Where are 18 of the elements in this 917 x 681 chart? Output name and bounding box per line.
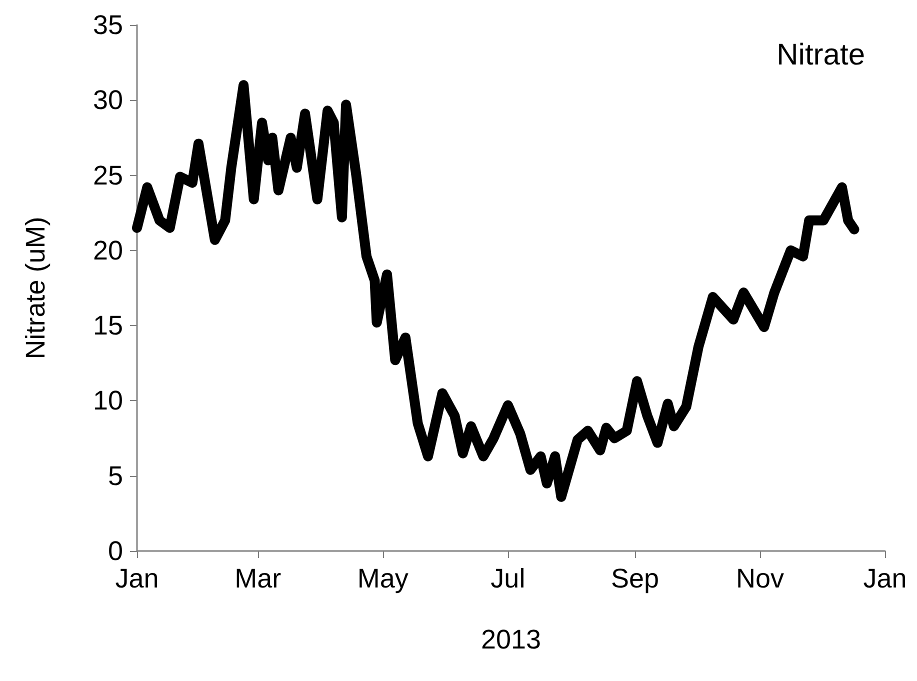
- y-tick-label: 35: [92, 10, 123, 40]
- annotation: Nitrate: [776, 38, 865, 72]
- y-axis-title: Nitrate (uM): [20, 216, 50, 360]
- y-tick-label: 0: [108, 536, 123, 566]
- x-tick-label: Mar: [234, 564, 282, 594]
- x-tick-label: Jul: [490, 564, 526, 594]
- y-tick-label: 10: [92, 386, 123, 416]
- y-tick-label: 20: [92, 235, 123, 266]
- x-tick-label: Nov: [736, 564, 784, 594]
- y-tick-label: 30: [92, 85, 123, 116]
- x-tick-label: Jan: [115, 564, 159, 594]
- x-tick-label: Sep: [610, 564, 660, 594]
- x-axis-title: 2013: [480, 624, 542, 654]
- y-tick-label: 15: [92, 310, 123, 341]
- x-tick-label: May: [357, 564, 409, 594]
- y-tick-label: 5: [108, 460, 123, 491]
- y-tick-label: 25: [92, 160, 123, 190]
- x-tick-label: Jan: [863, 564, 907, 594]
